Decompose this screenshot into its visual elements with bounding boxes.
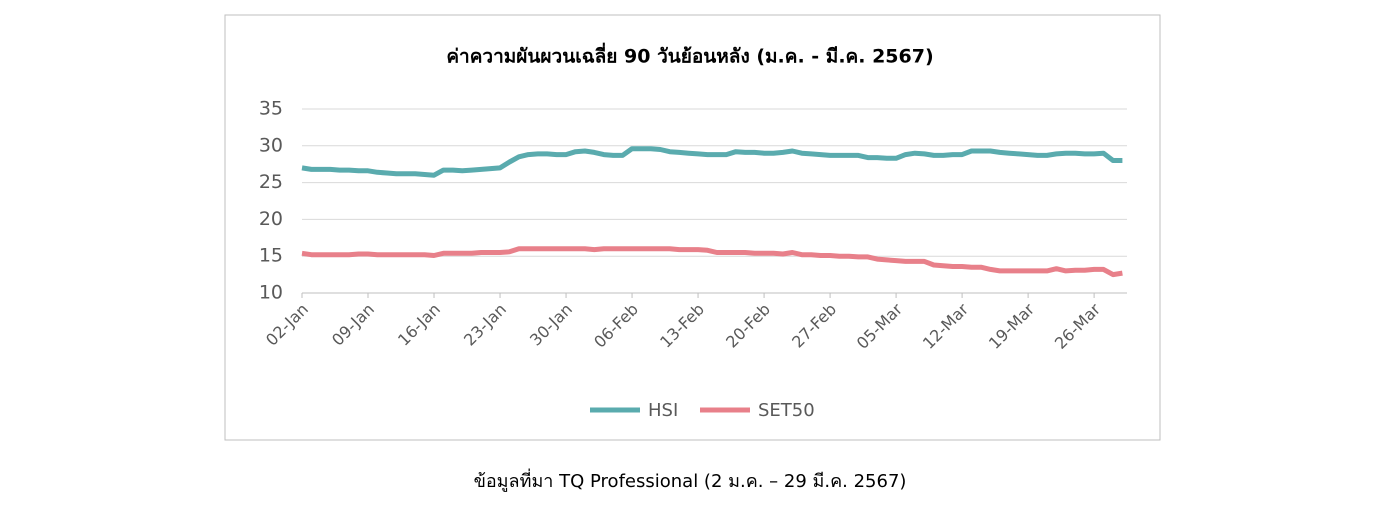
- y-tick-label: 25: [259, 171, 283, 193]
- y-tick-label: 15: [259, 245, 283, 267]
- series-line: [301, 246, 1123, 278]
- series-line: [301, 146, 1123, 178]
- y-tick-label: 10: [259, 282, 283, 304]
- chart-title: ค่าความผันผวนเฉลี่ย 90 วันย้อนหลัง (ม.ค.…: [446, 43, 933, 68]
- legend-label: HSI: [648, 400, 678, 421]
- legend-label: SET50: [758, 400, 815, 421]
- y-tick-label: 35: [259, 98, 283, 120]
- y-tick-label: 20: [259, 208, 283, 230]
- chart-frame: [224, 14, 1161, 441]
- caption: ข้อมูลที่มา TQ Professional (2 ม.ค. – 29…: [474, 468, 907, 492]
- y-tick-label: 30: [259, 134, 283, 156]
